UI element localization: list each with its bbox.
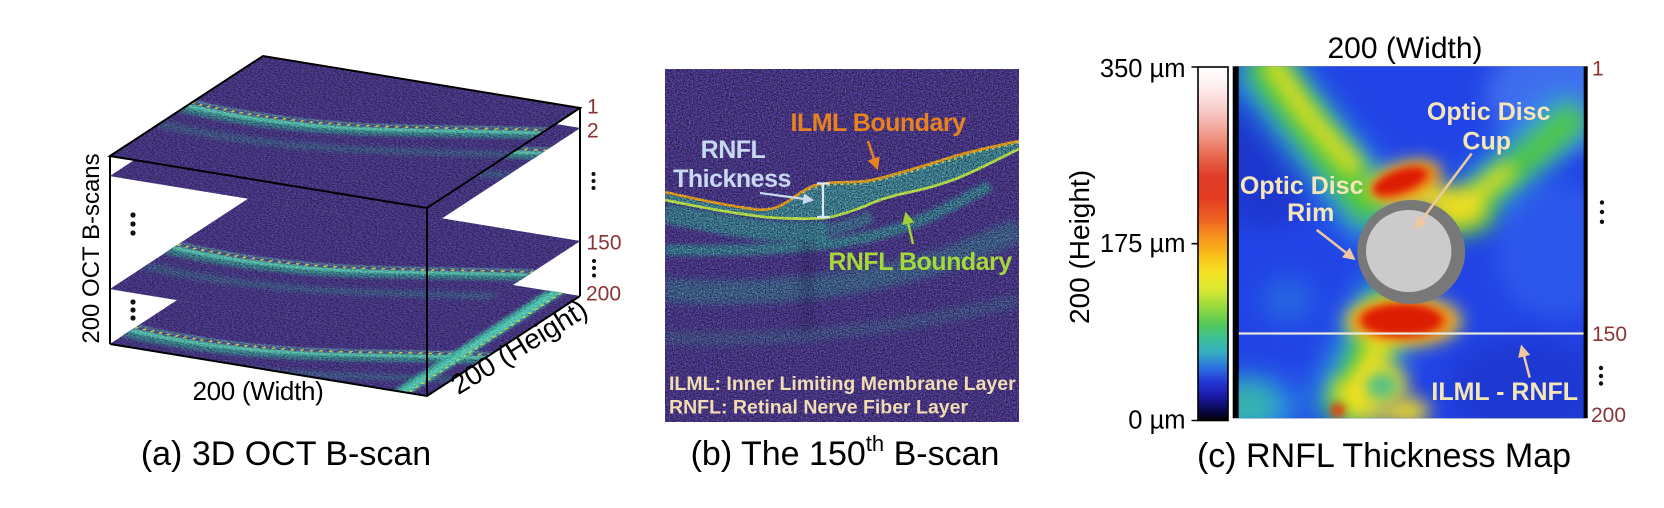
svg-text:Optic Disc: Optic Disc: [1427, 98, 1551, 126]
svg-text:(c) RNFL Thickness Map: (c) RNFL Thickness Map: [1197, 437, 1571, 475]
svg-text:150: 150: [1592, 323, 1627, 346]
svg-text:Cup: Cup: [1462, 128, 1511, 156]
svg-text:ILML: Inner Limiting Membrane: ILML: Inner Limiting Membrane Layer: [669, 373, 1016, 395]
svg-text:RNFL: RNFL: [701, 136, 766, 164]
svg-text:Rim: Rim: [1287, 199, 1334, 227]
svg-text:0 µm: 0 µm: [1128, 407, 1185, 435]
svg-text:200 (Width): 200 (Width): [192, 376, 323, 406]
svg-text:200 OCT B-scans: 200 OCT B-scans: [78, 153, 105, 343]
svg-text:(b) The 150th B-scan: (b) The 150th B-scan: [691, 431, 1000, 473]
svg-text:(a) 3D OCT B-scan: (a) 3D OCT B-scan: [141, 435, 431, 473]
svg-text:200: 200: [586, 283, 621, 306]
svg-text:1: 1: [587, 96, 599, 119]
svg-text:RNFL Boundary: RNFL Boundary: [828, 248, 1012, 276]
svg-text:ILML Boundary: ILML Boundary: [791, 109, 967, 137]
svg-text:175 µm: 175 µm: [1100, 230, 1186, 258]
svg-text:150: 150: [587, 232, 622, 255]
svg-text:200 (Height): 200 (Height): [1064, 170, 1095, 324]
svg-text:2: 2: [587, 120, 599, 143]
svg-text:ILML - RNFL: ILML - RNFL: [1431, 378, 1578, 406]
svg-text:1: 1: [1592, 58, 1604, 81]
svg-text:Thickness: Thickness: [673, 165, 791, 193]
svg-text:200 (Width): 200 (Width): [1327, 32, 1482, 65]
svg-text:RNFL: Retinal Nerve Fiber Laye: RNFL: Retinal Nerve Fiber Layer: [669, 397, 968, 419]
svg-text:350 µm: 350 µm: [1100, 55, 1186, 83]
svg-text:Optic Disc: Optic Disc: [1240, 172, 1364, 200]
svg-text:200: 200: [1591, 404, 1626, 427]
